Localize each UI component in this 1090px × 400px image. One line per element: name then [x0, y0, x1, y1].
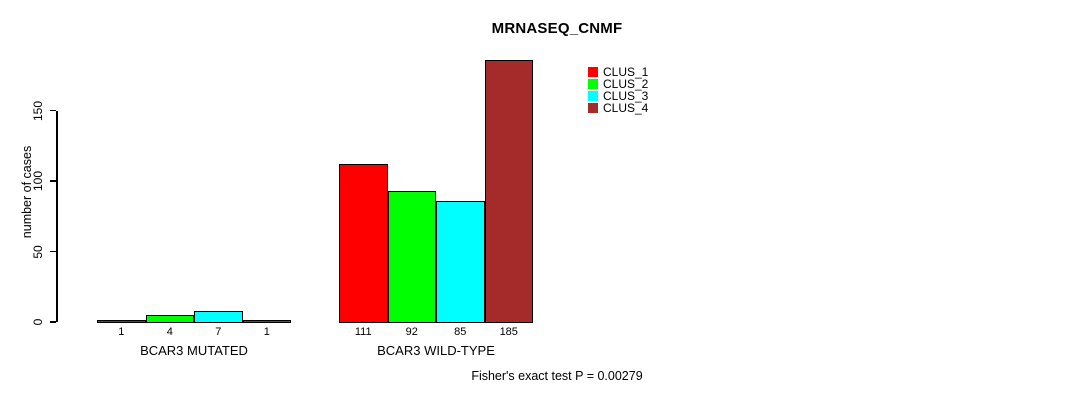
legend-swatch: [588, 103, 598, 113]
y-axis-label: number of cases: [20, 145, 34, 239]
bar-value-label: 4: [166, 326, 173, 338]
bar: [387, 191, 436, 323]
x-group-label: BCAR3 MUTATED: [140, 343, 248, 358]
chart-title: MRNASEQ_CNMF: [491, 20, 623, 37]
bar-value-label: 92: [405, 326, 418, 338]
legend-swatch: [588, 91, 598, 101]
bar-value-label: 1: [263, 326, 270, 338]
legend-label: CLUS_2: [603, 77, 649, 91]
y-axis-tick-label: 150: [31, 100, 45, 121]
bar-value-label: 185: [499, 326, 518, 338]
bar: [194, 311, 243, 323]
y-axis-tick-label: 50: [31, 244, 45, 259]
y-axis-tick-label: 100: [31, 170, 45, 192]
bar: [484, 60, 533, 323]
y-axis-tick: [50, 321, 56, 323]
legend-item: CLUS_3: [588, 90, 648, 102]
bar: [242, 320, 291, 323]
footer-note: Fisher's exact test P = 0.00279: [471, 369, 643, 383]
bar-value-label: 7: [215, 326, 222, 338]
x-group-label: BCAR3 WILD-TYPE: [377, 343, 495, 358]
legend-item: CLUS_1: [588, 66, 648, 78]
legend-swatch: [588, 79, 598, 89]
legend-label: CLUS_1: [603, 65, 649, 79]
legend-swatch: [588, 67, 598, 77]
bar-value-label: 1: [118, 326, 125, 338]
bar: [145, 315, 194, 323]
y-axis-line: [56, 110, 58, 322]
bar-value-label: 111: [354, 326, 372, 338]
y-axis-tick: [50, 180, 56, 182]
y-axis-tick-label: 0: [31, 318, 45, 326]
bar: [339, 164, 388, 323]
legend-item: CLUS_4: [588, 102, 648, 114]
y-axis-tick: [50, 250, 56, 253]
bar-value-label: 85: [454, 326, 467, 338]
bar: [436, 201, 485, 323]
legend: CLUS_1 CLUS_2 CLUS_3 CLUS_4: [588, 66, 648, 114]
bar: [97, 320, 146, 323]
legend-label: CLUS_4: [603, 101, 649, 115]
legend-item: CLUS_2: [588, 78, 648, 90]
y-axis-tick: [50, 109, 56, 112]
legend-label: CLUS_3: [603, 89, 649, 103]
